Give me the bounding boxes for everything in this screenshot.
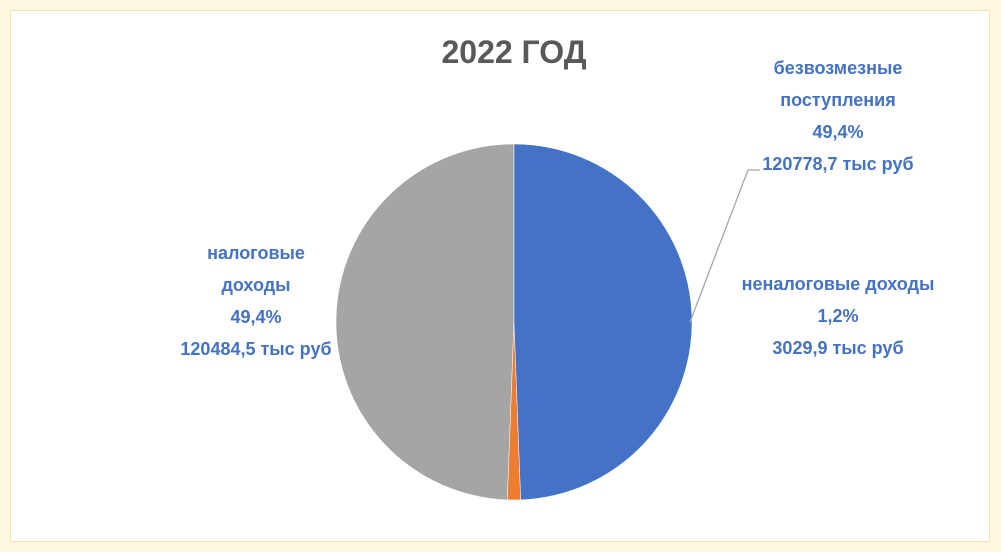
percent-label: 49,4% <box>230 307 282 327</box>
amount-label: 120484,5 тыс руб <box>180 339 332 359</box>
data-label: безвозмезные поступления 49,4% 120778,7 … <box>758 52 918 180</box>
category-label: налоговые доходы <box>207 243 305 295</box>
amount-label: 120778,7 тыс руб <box>762 154 914 174</box>
category-label: неналоговые доходы <box>741 274 935 294</box>
percent-label: 49,4% <box>812 122 864 142</box>
percent-label: 1,2% <box>817 306 859 326</box>
pie-slice <box>513 143 693 501</box>
amount-label: 3029,9 тыс руб <box>772 338 904 358</box>
leader-line <box>689 169 760 323</box>
chart-title: 2022 ГОД <box>441 34 587 70</box>
data-label: налоговые доходы 49,4% 120484,5 тыс руб <box>176 237 336 365</box>
category-label: безвозмезные поступления <box>773 58 903 110</box>
pie-slice <box>335 143 515 501</box>
data-label: неналоговые доходы 1,2% 3029,9 тыс руб <box>738 268 938 364</box>
